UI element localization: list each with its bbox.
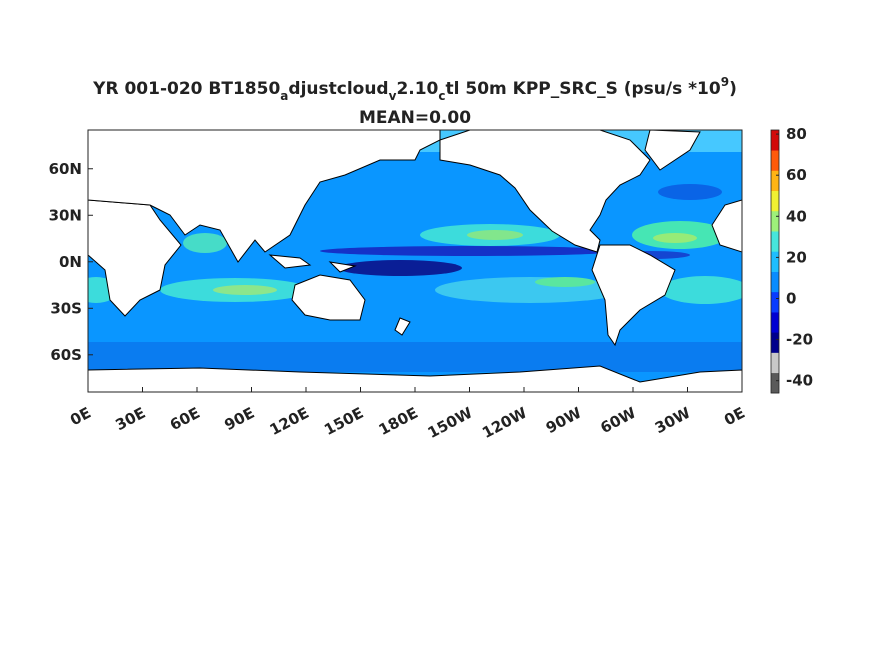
ocean-patch [467, 230, 523, 240]
colorbar-bin [771, 231, 779, 252]
colorbar-bin [771, 332, 779, 353]
ocean-patch [183, 233, 227, 253]
colorbar-tick-label: 0 [786, 289, 796, 307]
ocean-patch [88, 342, 742, 372]
greenland [644, 130, 701, 171]
y-tick-label: 60S [50, 346, 82, 364]
x-tick-label: 90W [543, 403, 585, 437]
colorbar-bin [771, 372, 779, 394]
x-tick-label: 120E [267, 404, 312, 439]
x-tick-label: 180E [376, 404, 421, 439]
x-tick-label: 120W [479, 403, 530, 442]
colorbar-bin [771, 271, 779, 293]
colorbar-tick-label: 60 [786, 166, 807, 184]
title-part: YR 001-020 BT1850 [92, 79, 280, 99]
y-tick-label: 0N [59, 253, 82, 271]
colorbar: -40 -20 0 20 40 60 80 [770, 125, 813, 394]
x-tick-label: 150E [321, 404, 366, 439]
x-tick-label: 60W [597, 403, 639, 437]
colorbar-tick-label: 40 [786, 207, 807, 225]
colorbar-bin [771, 312, 779, 333]
australia [291, 274, 366, 321]
africa [88, 199, 182, 317]
title-part: tl 50m KPP_SRC_S (psu/s *10 [446, 79, 721, 99]
title-part: 2.10 [396, 79, 438, 99]
eurasia [88, 130, 441, 263]
title-sub: c [438, 89, 445, 103]
colorbar-bin [771, 352, 779, 374]
ocean-patch [320, 246, 620, 256]
ocean-patch [653, 233, 697, 243]
antarctica [88, 365, 742, 392]
title: YR 001-020 BT1850adjustcloudv2.10ctl 50m… [92, 75, 737, 103]
x-tick-label: 150W [425, 403, 476, 442]
ocean-patch [535, 277, 595, 287]
new-zealand [394, 317, 411, 336]
title-part: ) [729, 79, 737, 99]
title-sup: 9 [721, 75, 729, 89]
ocean-patch [338, 260, 462, 276]
map-field [88, 130, 742, 392]
y-tick-label: 30N [49, 206, 82, 224]
colorbar-bin [771, 170, 779, 191]
y-tick-label: 60N [49, 160, 82, 178]
x-tick-label: 60E [167, 404, 203, 435]
colorbar-bin [771, 190, 779, 212]
ocean-patch [660, 276, 742, 304]
new-guinea [328, 261, 357, 273]
africa-west [711, 199, 742, 253]
title-part: djustcloud [288, 79, 388, 99]
x-tick-label: 0E [721, 404, 748, 430]
x-tick-label: 30E [112, 404, 148, 435]
title-sub: v [389, 89, 397, 103]
colorbar-bin [771, 130, 779, 151]
title-sub: a [280, 89, 288, 103]
colorbar-frame [770, 129, 780, 394]
ocean-patch [658, 184, 722, 200]
colorbar-tick-label: -20 [786, 331, 813, 349]
x-tick-label: 30W [652, 403, 694, 437]
colorbar-tick-label: 20 [786, 248, 807, 266]
colorbar-bin [771, 291, 779, 313]
land [88, 130, 742, 392]
x-tick-label: 90E [221, 404, 257, 435]
ocean-patch [213, 285, 277, 295]
south-america [591, 244, 676, 347]
subtitle: MEAN=0.00 [359, 108, 471, 128]
colorbar-bin [771, 251, 779, 272]
colorbar-tick-label: -40 [786, 372, 813, 390]
colorbar-tick-label: 80 [786, 125, 807, 143]
x-tick-label: 0E [67, 404, 94, 430]
y-tick-label: 30S [50, 299, 82, 317]
north-america [439, 130, 651, 253]
colorbar-bin [771, 150, 779, 171]
colorbar-bin [771, 210, 779, 232]
indonesia [268, 254, 312, 269]
